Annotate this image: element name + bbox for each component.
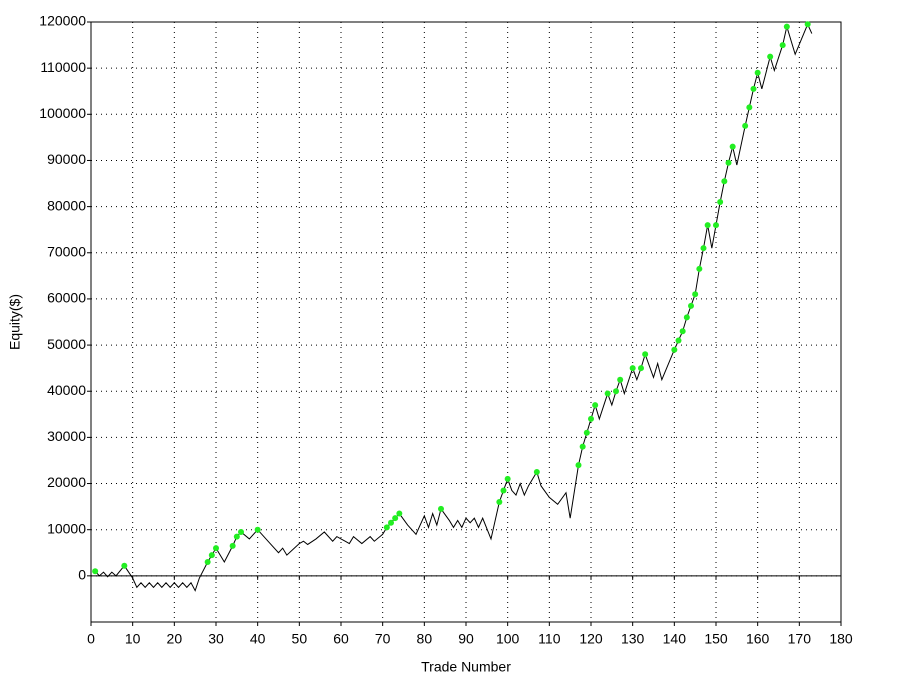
y-tick-label: 20000: [47, 474, 86, 490]
new-high-point: [696, 265, 703, 272]
y-tick-label: 40000: [47, 382, 86, 398]
new-high-point: [233, 533, 240, 540]
new-high-point: [683, 314, 690, 321]
new-high-point: [204, 559, 211, 565]
y-tick-label: 90000: [47, 151, 86, 167]
new-high-point: [779, 42, 786, 49]
x-tick-label: 40: [250, 631, 266, 647]
y-axis-title: Equity($): [7, 294, 23, 350]
x-tick-label: 180: [829, 631, 853, 647]
new-high-point: [629, 365, 636, 372]
new-high-point: [604, 390, 611, 397]
new-high-point: [579, 443, 586, 450]
new-high-point: [804, 21, 811, 28]
new-high-point: [575, 462, 582, 469]
x-tick-label: 100: [496, 631, 520, 647]
new-high-point: [754, 69, 761, 76]
new-high-point: [208, 552, 215, 559]
x-tick-label: 60: [333, 631, 349, 647]
new-high-point: [588, 415, 594, 422]
new-high-point: [238, 529, 244, 535]
x-tick-label: 170: [788, 631, 812, 647]
x-tick-label: 110: [538, 631, 561, 647]
y-tick-label: 30000: [47, 428, 86, 444]
y-tick-label: 0: [78, 567, 86, 583]
new-high-point: [396, 510, 403, 517]
y-tick-label: 120000: [39, 13, 86, 29]
new-high-point: [438, 505, 444, 512]
new-high-point: [671, 346, 678, 353]
x-axis-title: Trade Number: [421, 659, 511, 675]
y-tick-label: 100000: [39, 105, 86, 121]
new-high-point: [254, 526, 261, 533]
x-tick-label: 160: [746, 631, 770, 647]
new-high-point: [729, 143, 736, 150]
new-high-point: [638, 365, 644, 372]
new-high-point: [767, 53, 774, 60]
x-tick-label: 140: [663, 631, 687, 647]
new-high-point: [583, 429, 590, 436]
y-tick-label: 110000: [40, 59, 86, 75]
new-high-point: [92, 568, 99, 575]
new-high-point: [692, 291, 699, 298]
x-tick-label: 80: [417, 631, 433, 647]
new-high-point: [742, 122, 749, 129]
new-high-point: [613, 388, 619, 395]
new-high-point: [700, 245, 707, 252]
new-high-point: [388, 519, 394, 526]
new-high-point: [783, 23, 790, 30]
new-high-point: [713, 222, 719, 229]
new-high-point: [746, 104, 753, 111]
new-high-point: [675, 337, 682, 344]
x-tick-label: 30: [208, 631, 224, 647]
new-high-point: [688, 302, 694, 309]
x-tick-label: 90: [458, 631, 474, 647]
new-high-point: [704, 222, 711, 229]
new-high-point: [592, 402, 599, 409]
new-high-point: [121, 562, 128, 569]
new-high-point: [721, 178, 728, 185]
y-tick-label: 60000: [47, 290, 86, 306]
new-high-point: [504, 475, 511, 482]
x-tick-label: 20: [167, 631, 183, 647]
new-high-point: [496, 499, 503, 505]
new-high-point: [392, 515, 399, 522]
new-high-point: [383, 524, 390, 531]
new-high-point: [500, 487, 507, 494]
new-high-point: [533, 469, 540, 475]
new-high-point: [213, 545, 219, 552]
new-high-point: [229, 542, 236, 549]
y-tick-label: 10000: [47, 520, 86, 536]
y-tick-label: 50000: [47, 336, 86, 352]
x-tick-label: 70: [375, 631, 391, 647]
x-tick-label: 130: [621, 631, 645, 647]
new-high-point: [679, 328, 686, 335]
x-tick-label: 50: [292, 631, 308, 647]
new-high-point: [750, 85, 757, 92]
y-tick-label: 80000: [47, 197, 86, 213]
plot-frame: [90, 21, 842, 623]
new-high-point: [642, 351, 649, 358]
x-tick-label: 150: [704, 631, 728, 647]
y-tick-label: 70000: [47, 243, 86, 259]
x-tick-label: 120: [579, 631, 603, 647]
x-tick-label: 0: [87, 631, 95, 647]
new-high-point: [617, 376, 624, 383]
new-high-point: [725, 159, 732, 166]
x-tick-label: 10: [125, 631, 141, 647]
new-high-point: [717, 199, 724, 205]
